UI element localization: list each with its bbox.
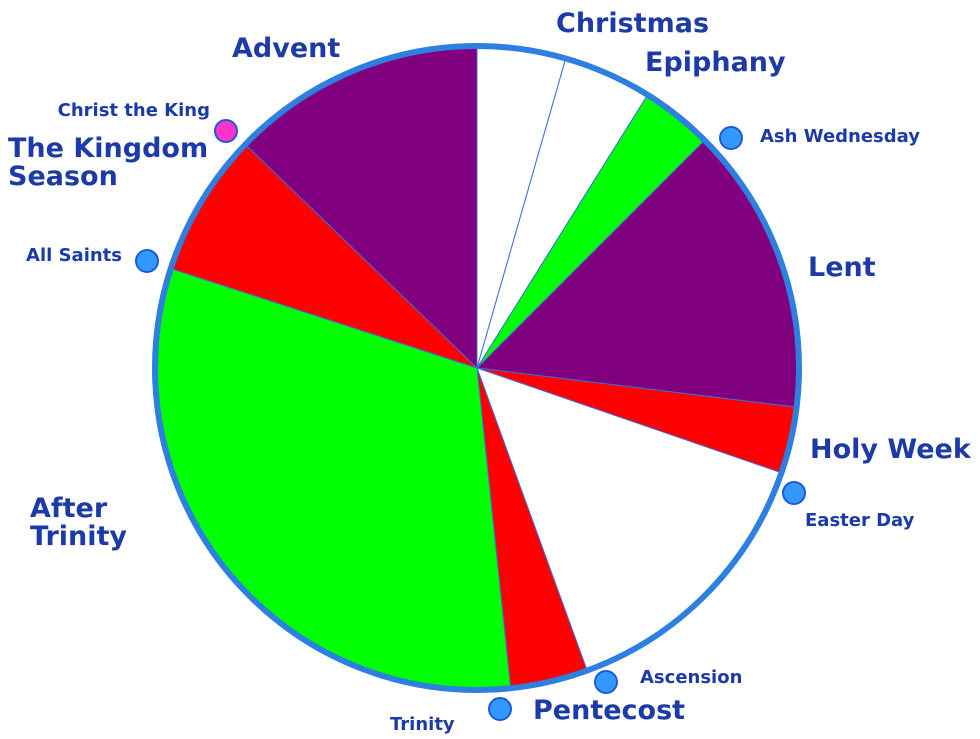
- event-marker: [488, 697, 512, 721]
- segment-label: The Kingdom Season: [8, 133, 209, 193]
- event-marker: [719, 126, 743, 150]
- segment-label: Epiphany: [645, 47, 786, 78]
- segment-label: After Trinity: [30, 493, 128, 553]
- segment-label: Pentecost: [533, 695, 686, 726]
- pie-border: [152, 43, 802, 693]
- segment-label: Christmas: [556, 8, 710, 39]
- segment-label: Lent: [808, 252, 876, 283]
- event-label: Christ the King: [57, 100, 210, 121]
- event-label: Ash Wednesday: [760, 126, 920, 147]
- event-label: Easter Day: [805, 510, 915, 531]
- event-marker: [782, 481, 806, 505]
- event-label: Trinity: [390, 714, 455, 735]
- event-label: Ascension: [640, 667, 743, 688]
- segment-label: Holy Week: [810, 434, 971, 465]
- event-marker: [214, 119, 238, 143]
- event-marker: [135, 249, 159, 273]
- event-label: All Saints: [26, 245, 122, 266]
- event-marker: [594, 670, 618, 694]
- segment-label: Advent: [232, 33, 341, 64]
